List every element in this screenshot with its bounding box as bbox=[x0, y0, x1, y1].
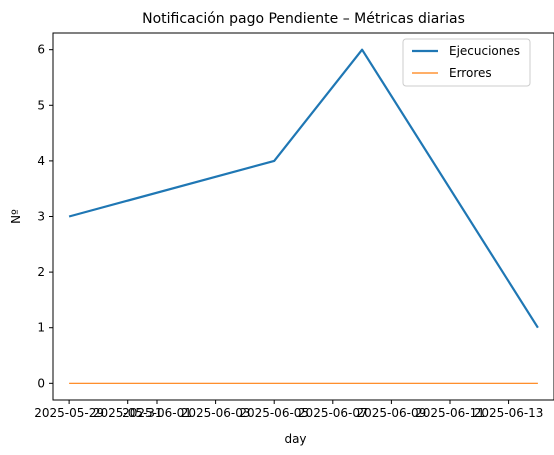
y-tick-label: 4 bbox=[37, 154, 45, 168]
x-tick-label: 2025-06-11 bbox=[415, 406, 485, 420]
x-axis-label: day bbox=[284, 432, 306, 446]
y-tick-label: 0 bbox=[37, 376, 45, 390]
legend-label-ejecuciones: Ejecuciones bbox=[449, 44, 520, 58]
legend: Ejecuciones Errores bbox=[402, 38, 531, 87]
y-tick-label: 1 bbox=[37, 321, 45, 335]
y-axis-label: Nº bbox=[9, 209, 23, 224]
plot-lines bbox=[68, 48, 539, 384]
x-tick-label: 2025-05-29 bbox=[34, 406, 104, 420]
y-tick-label: 5 bbox=[37, 98, 45, 112]
x-axis: 2025-05-292025-05-312025-06-012025-06-03… bbox=[34, 400, 543, 420]
x-tick-label: 2025-06-03 bbox=[181, 406, 251, 420]
x-tick-label: 2025-06-09 bbox=[357, 406, 427, 420]
x-tick-label: 2025-06-05 bbox=[239, 406, 309, 420]
y-tick-label: 2 bbox=[37, 265, 45, 279]
y-tick-label: 6 bbox=[37, 43, 45, 57]
x-tick-label: 2025-06-01 bbox=[122, 406, 192, 420]
y-axis: 0 1 2 3 4 5 6 bbox=[37, 43, 53, 390]
x-tick-label: 2025-06-13 bbox=[474, 406, 544, 420]
x-tick-label: 2025-05-31 bbox=[93, 406, 163, 420]
legend-label-errores: Errores bbox=[449, 66, 492, 80]
x-tick-label: 2025-06-07 bbox=[298, 406, 368, 420]
y-tick-label: 3 bbox=[37, 210, 45, 224]
chart-title: Notificación pago Pendiente – Métricas d… bbox=[142, 11, 465, 27]
series-line-ejecuciones bbox=[68, 48, 539, 329]
plot-frame bbox=[52, 32, 554, 401]
